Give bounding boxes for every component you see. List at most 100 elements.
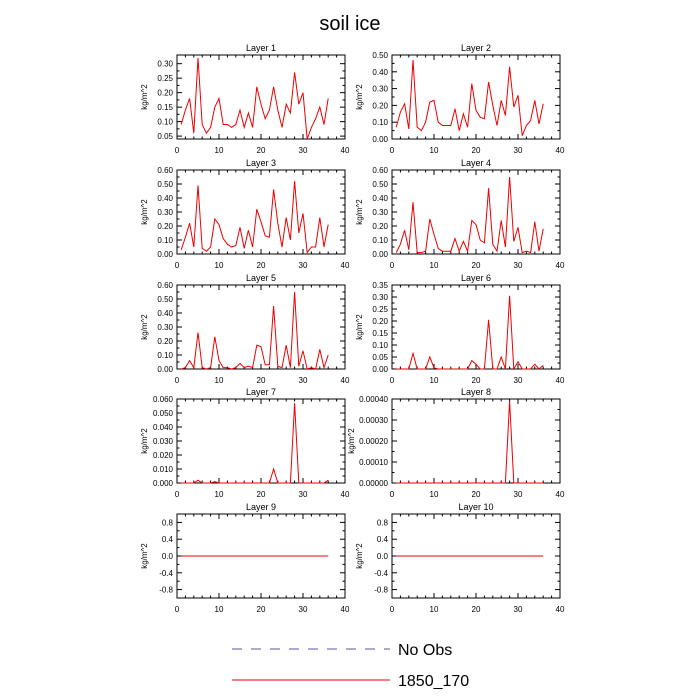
y-tick-label: -0.4 (159, 569, 173, 578)
x-tick-label: 30 (514, 490, 523, 499)
y-tick-label: 0.060 (153, 395, 174, 404)
x-tick-label: 40 (341, 605, 350, 614)
y-axis-label: kg/m^2 (355, 314, 364, 340)
x-tick-label: 20 (257, 261, 266, 270)
x-tick-label: 10 (430, 261, 439, 270)
y-tick-label: 0.20 (157, 89, 173, 98)
x-tick-label: 20 (257, 490, 266, 499)
y-tick-label: 0.00040 (359, 395, 388, 404)
y-tick-label: 0.030 (153, 437, 174, 446)
plot-frame (391, 169, 561, 255)
y-tick-label: 0.25 (157, 74, 173, 83)
y-tick-label: 0.20 (157, 222, 173, 231)
x-tick-label: 30 (299, 376, 308, 385)
y-tick-label: 0.60 (372, 166, 388, 175)
x-tick-label: 0 (390, 490, 395, 499)
y-tick-label: 0.00 (157, 365, 173, 374)
y-tick-label: 0.40 (372, 68, 388, 77)
panel-layer-3: Layer 3 0 10 20 30 40 0.00 0.10 0.20 0.30 0.40 0.50… (140, 158, 350, 270)
panel-title: Layer 3 (246, 158, 276, 168)
y-tick-label: 0.050 (153, 409, 174, 418)
y-tick-label: 0.010 (153, 465, 174, 474)
y-tick-label: 0.00 (157, 250, 173, 259)
legend-label-1850-170: 1850_170 (398, 673, 469, 690)
y-tick-label: 0.20 (372, 222, 388, 231)
panel-title: Layer 2 (461, 43, 491, 53)
y-tick-label: 0.30 (157, 60, 173, 69)
series-line-1850-170 (181, 291, 329, 370)
plot-frame (391, 284, 561, 370)
x-tick-label: 10 (215, 376, 224, 385)
x-tick-label: 0 (175, 376, 180, 385)
x-tick-label: 20 (257, 376, 266, 385)
x-tick-label: 30 (514, 376, 523, 385)
y-tick-label: 0.40 (157, 194, 173, 203)
x-tick-label: 40 (341, 490, 350, 499)
x-tick-label: 20 (472, 376, 481, 385)
x-tick-label: 30 (299, 490, 308, 499)
x-tick-label: 0 (175, 605, 180, 614)
panel-title: Layer 9 (246, 502, 276, 512)
x-tick-label: 40 (341, 376, 350, 385)
panel-title: Layer 7 (246, 387, 276, 397)
panel-layer-8: Layer 8 0 10 20 30 40 0.00000 0.00010 0.00020 0.0… (347, 387, 565, 499)
plot-frame (176, 284, 346, 370)
panel-layer-4: Layer 4 0 10 20 30 40 0.00 0.10 0.20 0.30 0.40 0.50… (355, 158, 565, 270)
x-tick-label: 40 (556, 146, 565, 155)
x-tick-label: 10 (430, 605, 439, 614)
y-tick-label: 0.40 (372, 194, 388, 203)
y-tick-label: 0.20 (372, 101, 388, 110)
y-tick-label: 0.4 (377, 535, 389, 544)
x-tick-label: 20 (257, 605, 266, 614)
x-tick-label: 0 (175, 261, 180, 270)
y-axis-label: kg/m^2 (140, 428, 149, 454)
y-tick-label: 0.00010 (359, 458, 388, 467)
panel-title: Layer 1 (246, 43, 276, 53)
series-line-1850-170 (181, 403, 329, 484)
y-axis-label: kg/m^2 (140, 314, 149, 340)
panel-layer-9: Layer 9 0 10 20 30 40 -0.8 -0.4 0.0 0.4 0.8 kg/m^2 (140, 502, 350, 614)
y-tick-label: 0.50 (372, 180, 388, 189)
series-line-1850-170 (396, 401, 544, 484)
y-tick-label: 0.00020 (359, 437, 388, 446)
series-line-1850-170 (180, 57, 329, 140)
y-tick-label: 0.50 (157, 295, 173, 304)
y-tick-label: 0.00 (372, 135, 388, 144)
y-tick-label: -0.8 (374, 586, 388, 595)
x-tick-label: 10 (430, 490, 439, 499)
x-tick-label: 30 (299, 261, 308, 270)
x-tick-label: 40 (556, 376, 565, 385)
panel-layer-7: Layer 7 0 10 20 30 40 0.000 0.010 0.020 0.030 0.04… (140, 387, 350, 499)
y-tick-label: 0.35 (372, 281, 388, 290)
y-axis-label: kg/m^2 (355, 543, 364, 569)
x-tick-label: 10 (215, 605, 224, 614)
y-tick-label: 0.05 (157, 132, 173, 141)
y-tick-label: 0.50 (372, 51, 388, 60)
panel-title: Layer 5 (246, 273, 276, 283)
y-tick-label: 0.10 (157, 351, 173, 360)
x-tick-label: 40 (556, 490, 565, 499)
y-tick-label: 0.30 (372, 85, 388, 94)
y-tick-label: 0.30 (372, 208, 388, 217)
y-tick-label: 0.0 (377, 552, 389, 561)
y-tick-label: 0.000 (153, 479, 174, 488)
panel-layer-2: Layer 2 0 10 20 30 40 0.00 0.10 0.20 0.30 0.40 0.50… (355, 43, 565, 155)
x-tick-label: 30 (299, 605, 308, 614)
y-axis-label: kg/m^2 (355, 84, 364, 110)
legend-label-no-obs: No Obs (398, 642, 452, 659)
x-tick-label: 40 (556, 261, 565, 270)
y-tick-label: 0.15 (157, 103, 173, 112)
panel-layer-10: Layer 10 0 10 20 30 40 -0.8 -0.4 0.0 0.4 0.8 kg/m^2 (355, 502, 565, 614)
x-tick-label: 10 (215, 146, 224, 155)
series-line-1850-170 (395, 176, 544, 254)
y-tick-label: 0.00000 (359, 479, 388, 488)
x-tick-label: 10 (215, 490, 224, 499)
y-tick-label: 0.020 (153, 451, 174, 460)
x-tick-label: 10 (430, 146, 439, 155)
plot-frame (176, 398, 346, 484)
y-tick-label: 0.10 (372, 236, 388, 245)
panel-title: Layer 10 (458, 502, 493, 512)
x-tick-label: 20 (472, 490, 481, 499)
y-tick-label: 0.00 (372, 365, 388, 374)
